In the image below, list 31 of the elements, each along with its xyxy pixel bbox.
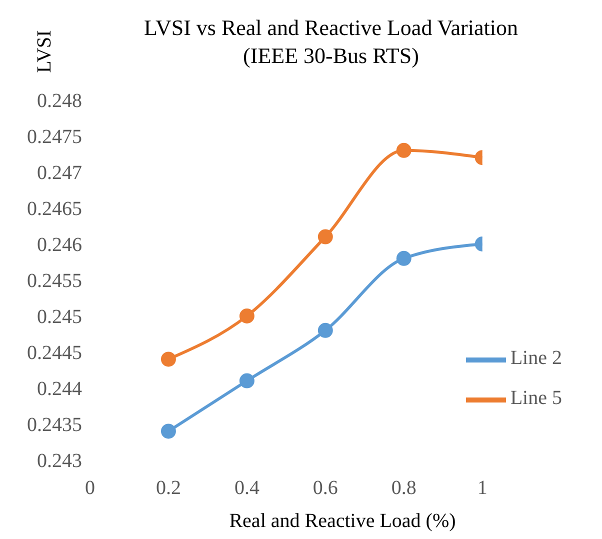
- point: [318, 229, 333, 244]
- point: [318, 322, 333, 338]
- y-tick-label: 0.244: [37, 378, 82, 400]
- x-tick-label: 1: [477, 477, 488, 500]
- x-tick-label: 0.8: [391, 477, 416, 500]
- x-tick-label: 0.4: [234, 477, 260, 500]
- x-axis-title: Real and Reactive Load (%): [228, 510, 457, 533]
- x-tick-label: 0.6: [312, 477, 338, 500]
- legend-label: Line 5: [510, 386, 562, 409]
- y-tick-label: 0.248: [37, 90, 82, 112]
- y-tick-label: 0.2455: [27, 270, 82, 292]
- y-tick-label: 0.2475: [27, 126, 82, 148]
- y-tick-label: 0.245: [37, 306, 82, 328]
- y-tick-label: 0.2445: [27, 342, 82, 364]
- chart-title: LVSI vs Real and Reactive Load Variation: [143, 14, 519, 42]
- y-tick-label: 0.2465: [27, 198, 82, 220]
- legend-label: Line 2: [510, 346, 562, 369]
- y-tick-label: 0.2435: [27, 414, 82, 436]
- point: [160, 424, 176, 439]
- y-axis-title: LVSI: [34, 29, 56, 75]
- chart-subtitle: (IEEE 30-Bus RTS): [242, 42, 420, 70]
- point: [396, 250, 412, 266]
- y-tick-label: 0.247: [37, 162, 82, 184]
- y-tick-label: 0.243: [37, 450, 82, 472]
- y-tick-label: 0.246: [37, 234, 82, 256]
- point: [239, 308, 254, 324]
- point: [239, 373, 254, 388]
- x-tick-label: 0: [85, 477, 95, 500]
- x-tick-label: 0.2: [156, 477, 181, 500]
- point: [396, 142, 412, 158]
- point: [160, 352, 176, 367]
